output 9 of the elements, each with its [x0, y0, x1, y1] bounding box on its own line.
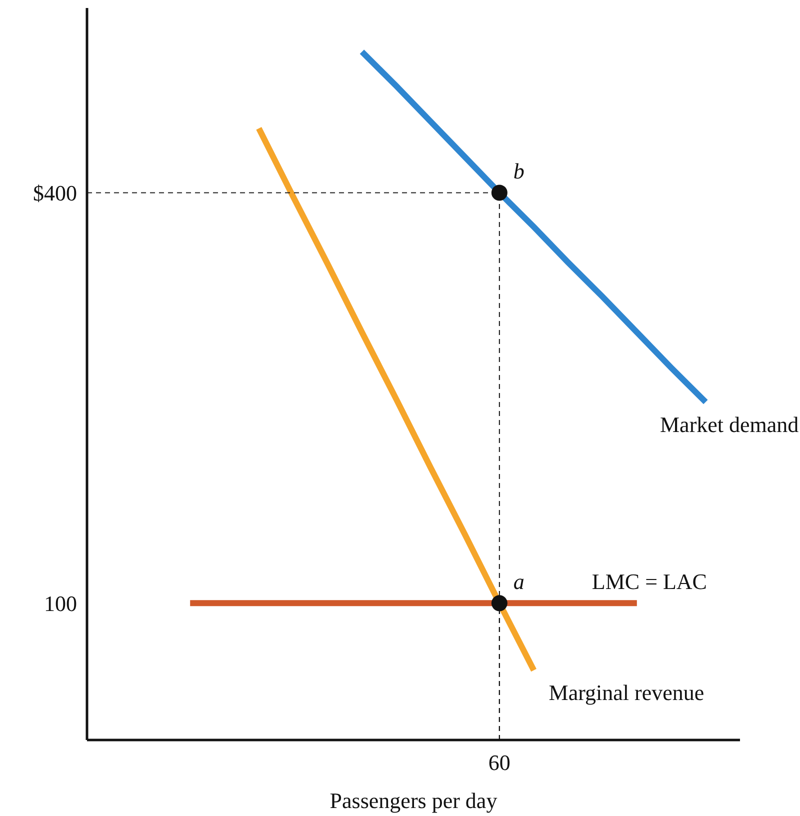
- series-label: Marginal revenue: [548, 680, 704, 706]
- series-label: Market demand: [660, 412, 799, 438]
- annotation: b: [513, 158, 524, 184]
- x-axis-title: Passengers per day: [330, 788, 498, 813]
- series-label: LMC = LAC: [592, 569, 707, 594]
- y-tick-label: $400: [33, 180, 77, 206]
- y-tick-label: 100: [44, 590, 77, 616]
- x-tick-label: 60: [488, 750, 510, 775]
- annotation: a: [513, 569, 524, 594]
